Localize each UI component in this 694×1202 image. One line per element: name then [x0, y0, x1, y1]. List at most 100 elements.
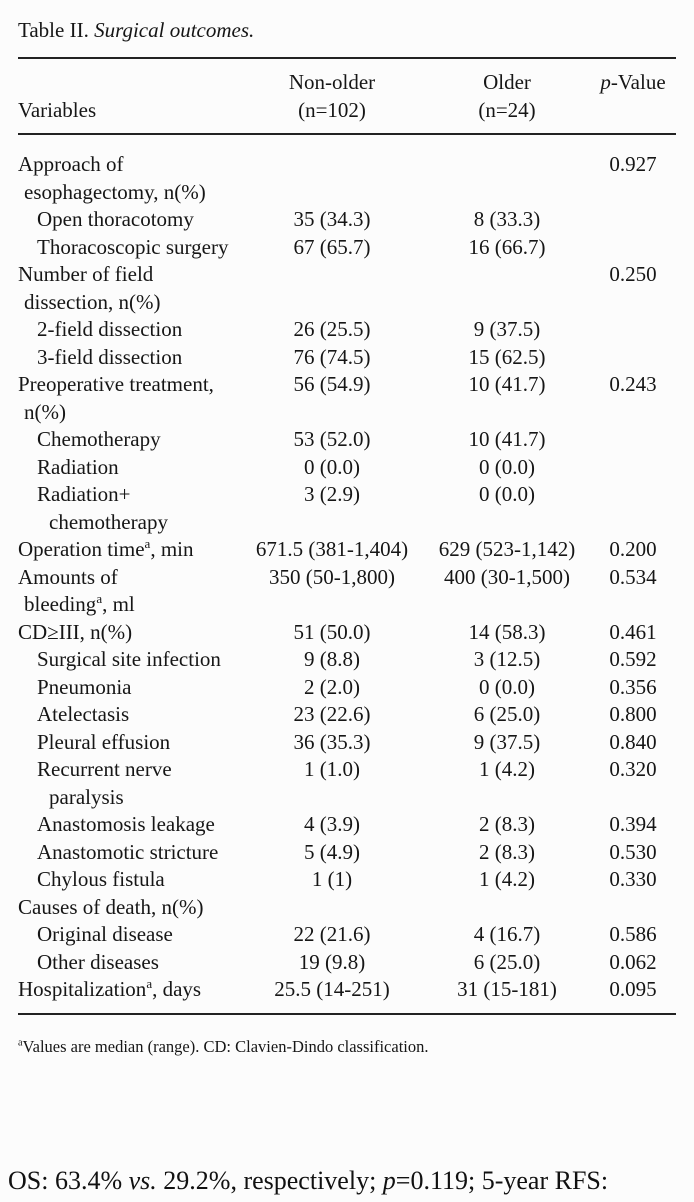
cell-p-value: 0.356 — [609, 674, 657, 699]
cell-p-value: 0.095 — [609, 977, 657, 1001]
row-label: Radiation — [37, 454, 119, 479]
table-row: Surgical site infection 9 (8.8) 3 (12.5)… — [18, 646, 676, 674]
header-older-line1: Older — [483, 70, 531, 94]
table-caption-title: Surgical outcomes. — [94, 18, 255, 42]
table-row: Chylous fistula 1 (1) 1 (4.2) 0.330 — [18, 866, 676, 894]
cell-older: 1 (4.2) — [479, 757, 535, 781]
table-row: Thoracoscopic surgery 67 (65.7) 16 (66.7… — [18, 234, 676, 262]
row-label: 2-field dissection — [37, 317, 183, 341]
row-label: Chylous fistula — [37, 867, 165, 891]
header-p-italic: p — [600, 70, 611, 94]
cell-older: 15 (62.5) — [468, 344, 546, 369]
cell-p-value: 0.243 — [609, 372, 657, 396]
cell-older: 0 (0.0) — [479, 674, 535, 699]
table-row: Approach of esophagectomy, n(%) 0.927 — [18, 134, 676, 206]
body-text-part: =0.119; 5-year RFS: — [395, 1166, 609, 1195]
cell-older: 14 (58.3) — [468, 619, 546, 644]
cell-p-value — [590, 894, 676, 922]
cell-p-value: 0.461 — [609, 619, 657, 644]
row-label: Atelectasis — [37, 702, 130, 726]
header-non-older-line1: Non-older — [288, 70, 376, 94]
cell-non-older: 26 (25.5) — [293, 317, 371, 341]
body-text-p: p — [382, 1166, 396, 1195]
cell-non-older: 5 (4.9) — [304, 839, 360, 864]
row-label: Radiation+ chemotherapy — [37, 482, 168, 534]
row-label: Pneumonia — [37, 674, 132, 699]
table-row: Recurrent nerve paralysis 1 (1.0) 1 (4.2)… — [18, 756, 676, 811]
header-older: Older (n=24) — [424, 58, 590, 134]
table-row: Radiation+ chemotherapy 3 (2.9) 0 (0.0) — [18, 481, 676, 536]
cell-p-value: 0.250 — [609, 262, 657, 286]
table-row: Open thoracotomy 35 (34.3) 8 (33.3) — [18, 206, 676, 234]
cell-non-older: 23 (22.6) — [293, 702, 371, 726]
header-p-value: p-Value — [590, 58, 676, 134]
table-row: CD≥III, n(%) 51 (50.0) 14 (58.3) 0.461 — [18, 619, 676, 647]
cell-older — [424, 894, 590, 922]
table-row: 2-field dissection 26 (25.5) 9 (37.5) — [18, 316, 676, 344]
cell-p-value: 0.927 — [609, 152, 657, 176]
table-body: Approach of esophagectomy, n(%) 0.927 Ope… — [18, 134, 676, 1014]
table-caption-prefix: Table II. — [18, 18, 95, 42]
cell-p-value — [590, 481, 676, 536]
cell-non-older: 22 (21.6) — [293, 922, 371, 946]
table-caption: Table II. Surgical outcomes. — [0, 0, 694, 44]
cell-non-older: 1 (1.0) — [304, 757, 360, 781]
table-row: Hospitalizationa, days 25.5 (14-251) 31 … — [18, 976, 676, 1014]
table-row: Pleural effusion 36 (35.3) 9 (37.5) 0.84… — [18, 729, 676, 757]
cell-non-older: 671.5 (381-1,404) — [255, 537, 409, 561]
cell-older: 6 (25.0) — [473, 702, 541, 726]
table-row: Number of field dissection, n(%) 0.250 — [18, 261, 676, 316]
cell-non-older: 35 (34.3) — [293, 207, 371, 231]
header-p-rest: -Value — [610, 70, 666, 94]
row-label: Operation timea, min — [18, 536, 194, 561]
table-row: Anastomotic stricture 5 (4.9) 2 (8.3) 0.… — [18, 839, 676, 867]
cell-p-value — [590, 316, 676, 344]
cell-older: 2 (8.3) — [479, 839, 535, 864]
cell-older: 1 (4.2) — [479, 867, 535, 891]
header-older-line2: (n=24) — [478, 97, 536, 122]
row-label: Hospitalizationa, days — [18, 976, 202, 1001]
cell-p-value — [590, 234, 676, 262]
cell-older: 10 (41.7) — [468, 427, 546, 451]
cell-p-value: 0.534 — [609, 564, 657, 589]
header-variables: Variables — [18, 97, 97, 122]
cell-p-value — [590, 454, 676, 482]
row-label: Open thoracotomy — [37, 207, 194, 231]
row-label: Other diseases — [37, 949, 159, 974]
table-row: Amounts of bleedinga, ml 350 (50-1,800) 4… — [18, 564, 676, 619]
table-row: Pneumonia 2 (2.0) 0 (0.0) 0.356 — [18, 674, 676, 702]
cell-non-older: 36 (35.3) — [293, 729, 371, 754]
table-row: Other diseases 19 (9.8) 6 (25.0) 0.062 — [18, 949, 676, 977]
cell-p-value: 0.062 — [609, 949, 657, 974]
cell-non-older: 67 (65.7) — [293, 234, 371, 259]
row-label: Amounts of bleedinga, ml — [18, 564, 135, 617]
cell-older: 400 (30-1,500) — [444, 564, 570, 589]
cell-p-value — [590, 206, 676, 234]
cell-non-older: 4 (3.9) — [304, 812, 360, 836]
cell-older: 6 (25.0) — [473, 949, 541, 974]
cell-non-older: 53 (52.0) — [293, 427, 371, 451]
cell-older: 16 (66.7) — [468, 234, 546, 259]
cell-p-value: 0.840 — [609, 729, 657, 754]
cell-non-older: 9 (8.8) — [304, 647, 360, 671]
cell-non-older: 1 (1) — [311, 867, 353, 891]
article-body-text: OS: 63.4% vs. 29.2%, respectively; p=0.1… — [8, 1165, 608, 1197]
cell-p-value: 0.394 — [609, 812, 657, 836]
cell-older: 0 (0.0) — [479, 454, 535, 479]
row-label: Thoracoscopic surgery — [37, 234, 229, 259]
cell-older: 8 (33.3) — [473, 207, 541, 231]
body-text-part: OS: 63.4% — [8, 1166, 129, 1195]
table-row: 3-field dissection 76 (74.5) 15 (62.5) — [18, 344, 676, 372]
cell-non-older — [240, 134, 424, 206]
cell-p-value: 0.586 — [609, 922, 657, 946]
cell-non-older: 19 (9.8) — [298, 949, 366, 974]
cell-non-older: 76 (74.5) — [293, 344, 371, 369]
cell-p-value: 0.530 — [609, 839, 657, 864]
body-text-vs: vs. — [128, 1166, 157, 1195]
cell-non-older: 2 (2.0) — [304, 674, 360, 699]
cell-older: 3 (12.5) — [473, 647, 541, 671]
cell-non-older — [240, 261, 424, 316]
table-row: Operation timea, min 671.5 (381-1,404) 6… — [18, 536, 676, 564]
row-label: 3-field dissection — [37, 344, 183, 369]
table-row: Preoperative treatment, n(%) 56 (54.9) 10… — [18, 371, 676, 426]
